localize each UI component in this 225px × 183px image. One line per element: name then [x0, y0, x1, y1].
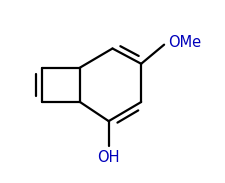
Text: OH: OH [97, 150, 120, 165]
Text: OMe: OMe [168, 35, 201, 50]
